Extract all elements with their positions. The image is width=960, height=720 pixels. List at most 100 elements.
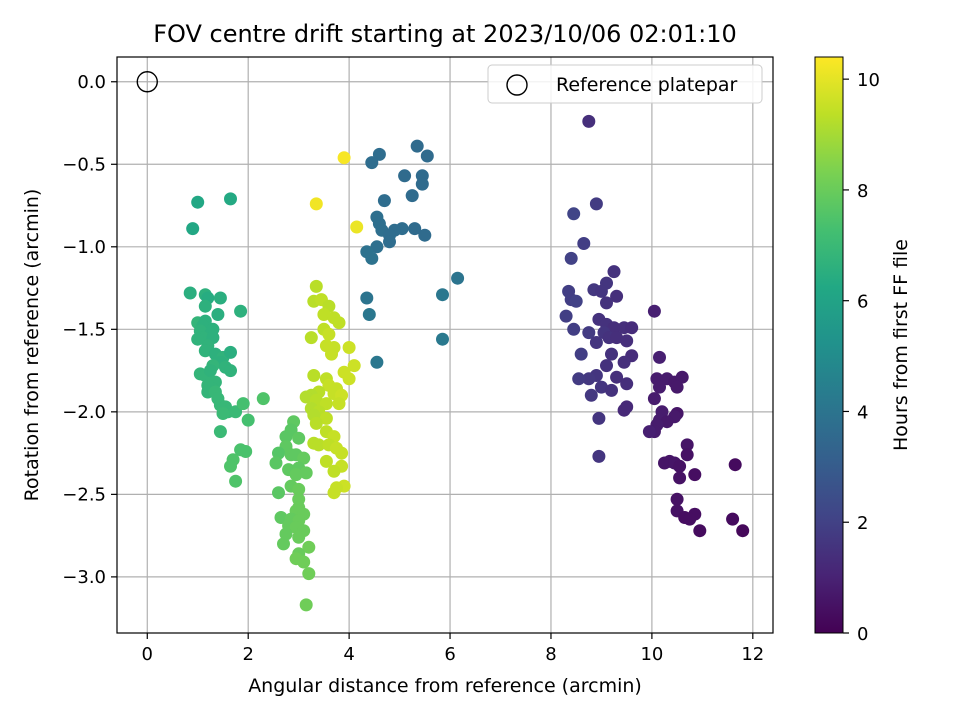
scatter-point bbox=[670, 492, 684, 506]
scatter-point bbox=[234, 304, 248, 318]
scatter-point bbox=[582, 326, 596, 340]
scatter-point bbox=[574, 347, 588, 361]
scatter-point bbox=[600, 359, 613, 373]
scatter-point bbox=[569, 294, 583, 308]
scatter-point bbox=[327, 486, 341, 500]
scatter-point bbox=[436, 288, 449, 302]
scatter-point bbox=[332, 397, 346, 411]
scatter-point bbox=[653, 350, 666, 364]
scatter-point bbox=[688, 468, 702, 482]
scatter-point bbox=[383, 235, 396, 249]
scatter-point bbox=[337, 151, 351, 165]
legend: Reference platepar bbox=[487, 64, 763, 104]
colorbar: 0 2 4 6 8 10 Hours from first FF file bbox=[814, 56, 912, 645]
scatter-point bbox=[297, 451, 311, 465]
scatter-point bbox=[607, 265, 621, 279]
scatter-point bbox=[605, 383, 618, 397]
scatter-point bbox=[274, 511, 288, 524]
x-tick-label: 4 bbox=[343, 644, 354, 665]
scatter-point bbox=[203, 364, 217, 378]
scatter-point bbox=[229, 405, 243, 419]
scatter-point bbox=[213, 291, 227, 305]
legend-label: Reference platepar bbox=[556, 74, 738, 96]
scatter-point bbox=[594, 380, 608, 394]
scatter-point bbox=[198, 299, 212, 313]
scatter-point bbox=[332, 316, 346, 330]
scatter-point bbox=[279, 527, 293, 541]
scatter-point bbox=[319, 397, 333, 411]
scatter-point bbox=[304, 331, 318, 345]
scatter-point bbox=[728, 458, 742, 472]
scatter-point bbox=[186, 222, 200, 236]
scatter-point bbox=[610, 331, 624, 345]
scatter-point bbox=[610, 370, 624, 384]
scatter-point bbox=[589, 336, 603, 349]
scatter-point bbox=[279, 430, 293, 444]
scatter-point bbox=[277, 537, 290, 551]
scatter-point bbox=[647, 392, 661, 406]
scatter-point bbox=[559, 309, 573, 323]
scatter-point bbox=[191, 195, 205, 209]
x-tick-label: 2 bbox=[242, 644, 253, 665]
scatter-point bbox=[347, 359, 361, 373]
colorbar-tick-label: 2 bbox=[857, 513, 868, 534]
scatter-point bbox=[736, 524, 750, 538]
scatter-point bbox=[625, 321, 639, 335]
scatter-point bbox=[680, 448, 694, 462]
scatter-point bbox=[660, 415, 674, 429]
scatter-point bbox=[420, 149, 434, 163]
data-points bbox=[183, 114, 750, 612]
colorbar-tick-label: 4 bbox=[857, 402, 868, 423]
scatter-point bbox=[342, 372, 356, 386]
scatter-point bbox=[342, 341, 356, 354]
scatter-point bbox=[617, 403, 631, 417]
colorbar-label: Hours from first FF file bbox=[890, 239, 912, 451]
scatter-point bbox=[269, 456, 283, 470]
scatter-point bbox=[319, 411, 333, 425]
scatter-point bbox=[309, 279, 323, 293]
scatter-point bbox=[317, 308, 331, 321]
scatter-point bbox=[312, 438, 326, 452]
scatter-point bbox=[365, 251, 379, 265]
scatter-point bbox=[198, 344, 212, 358]
y-tick-label: −1.0 bbox=[62, 237, 106, 258]
scatter-point bbox=[241, 413, 255, 427]
reference-platepar-marker bbox=[136, 71, 158, 93]
scatter-point bbox=[213, 425, 227, 439]
chart-title: FOV centre drift starting at 2023/10/06 … bbox=[153, 20, 737, 48]
scatter-point bbox=[350, 220, 364, 234]
plot-frame bbox=[116, 56, 774, 634]
y-tick-label: −1.5 bbox=[62, 319, 106, 340]
reference-marker-layer bbox=[136, 71, 158, 93]
scatter-point bbox=[620, 334, 634, 348]
scatter-point bbox=[224, 345, 237, 359]
scatter-point bbox=[408, 222, 422, 236]
colorbar-tick-label: 10 bbox=[857, 70, 880, 91]
scatter-point bbox=[191, 332, 205, 346]
y-tick-label: 0.0 bbox=[77, 72, 106, 93]
scatter-point bbox=[319, 454, 333, 468]
scatter-point bbox=[410, 139, 424, 153]
scatter-point bbox=[589, 197, 603, 211]
scatter-point bbox=[607, 321, 621, 335]
scatter-point bbox=[360, 291, 374, 305]
scatter-point bbox=[224, 192, 237, 206]
scatter-point bbox=[377, 194, 391, 208]
scatter-point bbox=[224, 364, 237, 378]
scatter-point bbox=[572, 372, 586, 386]
colorbar-tick-label: 8 bbox=[857, 181, 868, 202]
scatter-point bbox=[370, 355, 384, 369]
scatter-point bbox=[309, 416, 323, 430]
scatter-point bbox=[451, 271, 465, 285]
scatter-point bbox=[415, 177, 429, 191]
scatter-point bbox=[577, 237, 591, 250]
scatter-point bbox=[183, 286, 197, 300]
scatter-point bbox=[365, 156, 379, 170]
scatter-point bbox=[292, 530, 306, 544]
x-axis-label: Angular distance from reference (arcmin) bbox=[248, 675, 642, 697]
legend-marker-open-circle bbox=[506, 74, 528, 96]
scatter-point bbox=[594, 284, 608, 298]
scatter-point bbox=[297, 555, 311, 569]
scatter-point bbox=[307, 369, 321, 382]
scatter-point bbox=[726, 512, 740, 526]
